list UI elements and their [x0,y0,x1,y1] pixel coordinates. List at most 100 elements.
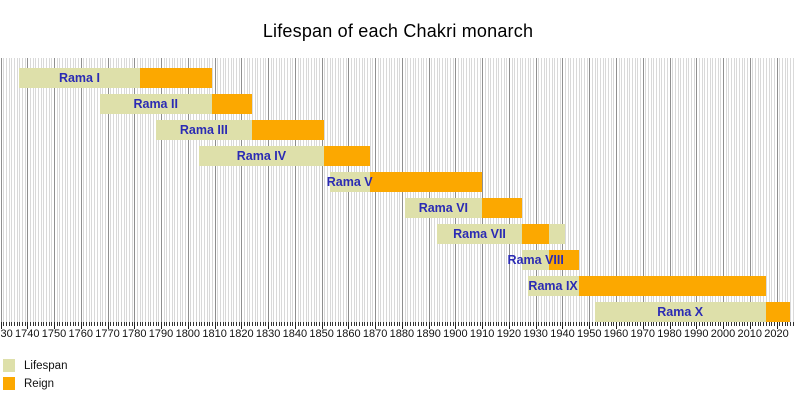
x-axis-tick-label: 1770 [95,328,120,340]
axis-tick-minor [458,322,460,326]
axis-tick-minor [21,322,23,326]
axis-tick-major [749,322,751,329]
gridline-year [270,58,272,322]
axis-tick-minor [613,322,615,326]
axis-tick-minor [680,322,682,326]
axis-tick-minor [594,322,596,326]
gridline-year [677,58,679,322]
axis-tick-minor [602,322,604,326]
axis-tick-minor [139,322,141,326]
gridline-year [498,58,500,322]
gridline-decade [0,58,2,322]
gridline-decade [776,58,778,322]
axis-tick-minor [731,322,733,326]
axis-tick-major [375,322,377,329]
axis-tick-minor [308,322,310,326]
gridline-year [171,58,173,322]
axis-tick-minor [466,322,468,326]
gridline-year [179,58,181,322]
axis-tick-minor [479,322,481,326]
gridline-decade [241,58,243,322]
axis-tick-minor [235,322,237,326]
axis-tick-minor [436,322,438,326]
gridline-year [35,58,37,322]
gridline-year [744,58,746,322]
axis-tick-minor [399,322,401,326]
axis-tick-minor [599,322,601,326]
axis-tick-minor [367,322,369,326]
gridline-year [779,58,781,322]
gridline-decade [214,58,216,322]
axis-tick-minor [409,322,411,326]
axis-tick-minor [581,322,583,326]
lifespan-swatch-icon [3,359,15,372]
gridline-year [757,58,759,322]
gridline-year [281,58,283,322]
gridline-year [142,58,144,322]
axis-tick-minor [96,322,98,326]
gridline-decade [161,58,163,322]
gridline-year [158,58,160,322]
axis-tick-minor [249,322,251,326]
axis-tick-minor [361,322,363,326]
axis-tick-minor [640,322,642,326]
gridline-year [760,58,762,322]
axis-tick-minor [104,322,106,326]
axis-tick-minor [476,322,478,326]
gridline-decade [107,58,109,322]
axis-tick-minor [326,322,328,326]
axis-tick-minor [417,322,419,326]
axis-tick-minor [597,322,599,326]
axis-tick-minor [752,322,754,326]
gridline-year [32,58,34,322]
gridline-year [706,58,708,322]
axis-tick-minor [586,322,588,326]
axis-tick-minor [45,322,47,326]
legend-label-lifespan: Lifespan [24,359,68,372]
gridline-decade [80,58,82,322]
axis-tick-minor [118,322,120,326]
gridline-year [260,58,262,322]
gridline-year [110,58,112,322]
gridline-year [21,58,23,322]
axis-tick-minor [714,322,716,326]
gridline-year [99,58,101,322]
gridline-year [289,58,291,322]
axis-tick-minor [415,322,417,326]
gridline-year [43,58,45,322]
axis-tick-minor [337,322,339,326]
gridline-year [286,58,288,322]
gridline-year [664,58,666,322]
gridline-decade [642,58,644,322]
x-axis-tick-label: 1970 [630,328,655,340]
gridline-year [736,58,738,322]
monarch-label: Rama II [133,97,178,111]
gridline-year [153,58,155,322]
axis-tick-major [401,322,403,329]
x-axis-tick-label: 1820 [229,328,254,340]
axis-tick-minor [153,322,155,326]
gridline-year [575,58,577,322]
gridline-year [219,58,221,322]
gridline-year [206,58,208,322]
gridline-year [302,58,304,322]
gridline-year [169,58,171,322]
axis-tick-minor [244,322,246,326]
gridline-year [624,58,625,322]
axis-tick-minor [431,322,433,326]
axis-tick-minor [198,322,200,326]
gridline-year [530,58,532,322]
x-axis-tick-label: 2000 [710,328,736,340]
axis-tick-minor [653,322,655,326]
axis-tick-major [348,322,350,329]
gridline-decade [134,58,136,322]
gridline-year [747,58,749,322]
axis-tick-minor [316,322,318,326]
axis-tick-minor [5,322,7,326]
axis-tick-minor [369,322,371,326]
gridline-year [666,58,668,322]
gridline-year [583,58,585,322]
gridline-year [495,58,497,322]
gridline-year [709,58,711,322]
lifespan-bar [594,302,790,322]
